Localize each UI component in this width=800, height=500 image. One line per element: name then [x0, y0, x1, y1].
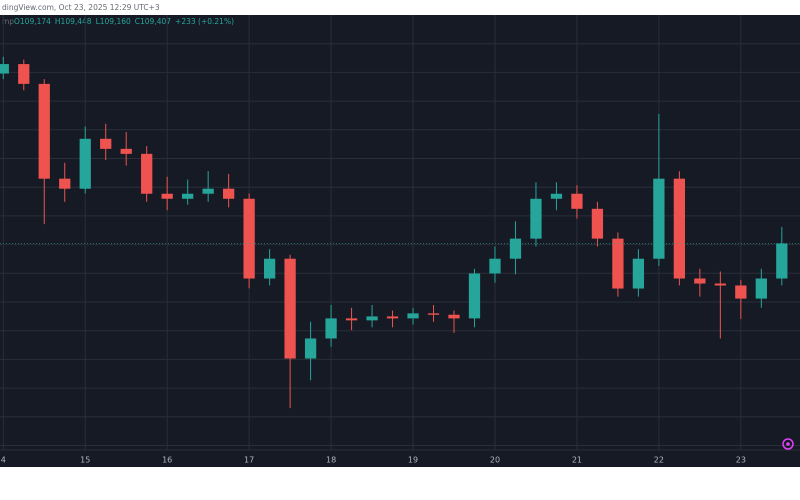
x-tick-label: 18 [326, 456, 336, 465]
ohlc-label: C109,407 [135, 17, 171, 26]
grid [0, 15, 800, 450]
candle-body [673, 178, 686, 279]
candle-body [79, 138, 91, 189]
candle-body [530, 198, 542, 239]
x-tick-label: 16 [162, 456, 172, 465]
candle-body [386, 316, 399, 319]
candle-body [182, 193, 194, 199]
candle-body [755, 278, 767, 299]
chart-title: dingView.com, Oct 23, 2025 12:29 UTC+3 [2, 3, 160, 12]
candle-body [38, 83, 50, 179]
candle-body [653, 178, 665, 259]
x-tick-label: 15 [80, 456, 90, 465]
candle-body [120, 148, 132, 154]
candle-body [325, 318, 337, 339]
candle-body [591, 208, 604, 239]
ohlc-label: L109,160 [96, 17, 131, 26]
x-tick-label: 21 [572, 456, 582, 465]
candle-body [263, 258, 276, 279]
candle-body [223, 188, 235, 199]
candle-body [366, 316, 378, 321]
candle-body [632, 258, 645, 289]
candle-body [0, 64, 9, 74]
candle-body [694, 278, 706, 284]
ohlc-label: +233 (+0.21%) [175, 17, 234, 26]
plot-background [0, 15, 800, 467]
candle-body [243, 198, 255, 279]
candle-body [776, 243, 788, 279]
candles [0, 56, 800, 409]
x-tick-label: 19 [408, 456, 418, 465]
logo-icon [782, 438, 794, 450]
candle-body [448, 314, 460, 319]
candle-body [345, 318, 358, 321]
symbol: mp [2, 17, 14, 26]
candle-body [468, 273, 481, 319]
candle-body [161, 193, 173, 199]
x-tick-label: 4 [1, 456, 6, 465]
candle-body [284, 258, 296, 359]
candle-body [735, 285, 747, 299]
candle-body [612, 238, 624, 289]
candle-body [141, 153, 153, 194]
candle-body [489, 258, 501, 274]
candle-body [427, 313, 440, 315]
candle-body [714, 283, 726, 286]
candle-body [100, 138, 112, 149]
x-axis: 4 15 16 17 18 19 20 21 22 23 [0, 449, 800, 465]
x-tick-label: 17 [244, 456, 254, 465]
candle-body [59, 178, 71, 189]
x-tick-label: 20 [490, 456, 500, 465]
candle-body [550, 193, 563, 199]
ohlc-label: H109,448 [55, 17, 92, 26]
candle-body [304, 338, 317, 359]
x-tick-label: 23 [736, 456, 746, 465]
x-tick-label: 22 [654, 456, 664, 465]
ohlc-label: O109,174 [14, 17, 51, 26]
ohlc-row: O109,174 H109,448 L109,160 C109,407 +233 (+0… [14, 17, 234, 26]
candle-body [407, 313, 419, 319]
candle-body [18, 64, 30, 84]
candle-body [202, 188, 214, 194]
candle-body [571, 193, 583, 209]
candle-body [509, 238, 522, 259]
